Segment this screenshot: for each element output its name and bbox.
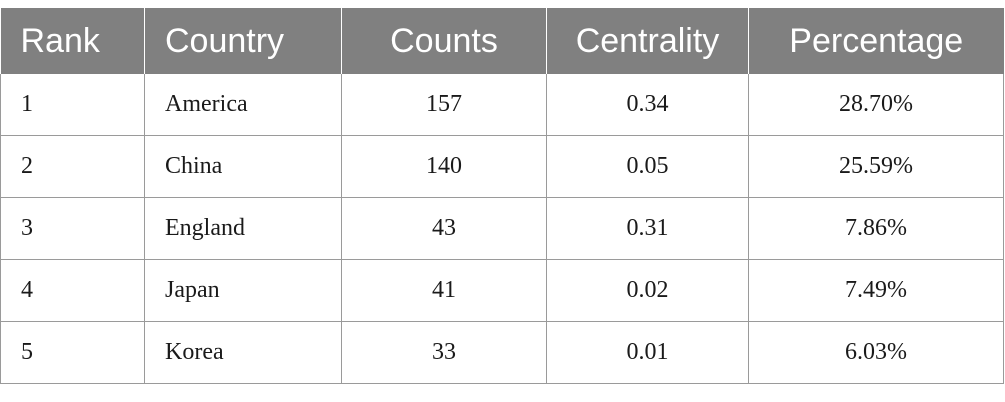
cell-rank: 2 xyxy=(0,135,145,198)
cell-counts: 157 xyxy=(341,74,547,136)
cell-rank: 3 xyxy=(0,197,145,260)
cell-rank: 1 xyxy=(0,74,145,136)
cell-country: China xyxy=(144,135,342,198)
header-counts: Counts xyxy=(341,8,547,74)
cell-counts: 140 xyxy=(341,135,547,198)
cell-percentage: 28.70% xyxy=(748,74,1004,136)
table-row: 2 China 140 0.05 25.59% xyxy=(0,135,1004,198)
cell-rank: 5 xyxy=(0,321,145,384)
cell-counts: 43 xyxy=(341,197,547,260)
cell-country: America xyxy=(144,74,342,136)
table-row: 4 Japan 41 0.02 7.49% xyxy=(0,259,1004,322)
header-percentage: Percentage xyxy=(748,8,1004,74)
country-table-container: Rank Country Counts Centrality Percentag… xyxy=(0,8,1004,384)
table-header: Rank Country Counts Centrality Percentag… xyxy=(0,8,1004,74)
table-row: 1 America 157 0.34 28.70% xyxy=(0,74,1004,136)
cell-country: Japan xyxy=(144,259,342,322)
cell-centrality: 0.34 xyxy=(546,74,749,136)
header-row: Rank Country Counts Centrality Percentag… xyxy=(0,8,1004,74)
cell-centrality: 0.31 xyxy=(546,197,749,260)
table-row: 5 Korea 33 0.01 6.03% xyxy=(0,321,1004,384)
cell-rank: 4 xyxy=(0,259,145,322)
cell-percentage: 7.86% xyxy=(748,197,1004,260)
cell-percentage: 6.03% xyxy=(748,321,1004,384)
country-ranking-table: Rank Country Counts Centrality Percentag… xyxy=(0,8,1004,384)
header-rank: Rank xyxy=(0,8,145,74)
cell-country: Korea xyxy=(144,321,342,384)
cell-counts: 41 xyxy=(341,259,547,322)
header-centrality: Centrality xyxy=(546,8,749,74)
cell-percentage: 7.49% xyxy=(748,259,1004,322)
cell-centrality: 0.05 xyxy=(546,135,749,198)
table-row: 3 England 43 0.31 7.86% xyxy=(0,197,1004,260)
header-country: Country xyxy=(144,8,342,74)
cell-percentage: 25.59% xyxy=(748,135,1004,198)
cell-counts: 33 xyxy=(341,321,547,384)
table-body: 1 America 157 0.34 28.70% 2 China 140 0.… xyxy=(0,74,1004,384)
cell-centrality: 0.02 xyxy=(546,259,749,322)
cell-centrality: 0.01 xyxy=(546,321,749,384)
cell-country: England xyxy=(144,197,342,260)
